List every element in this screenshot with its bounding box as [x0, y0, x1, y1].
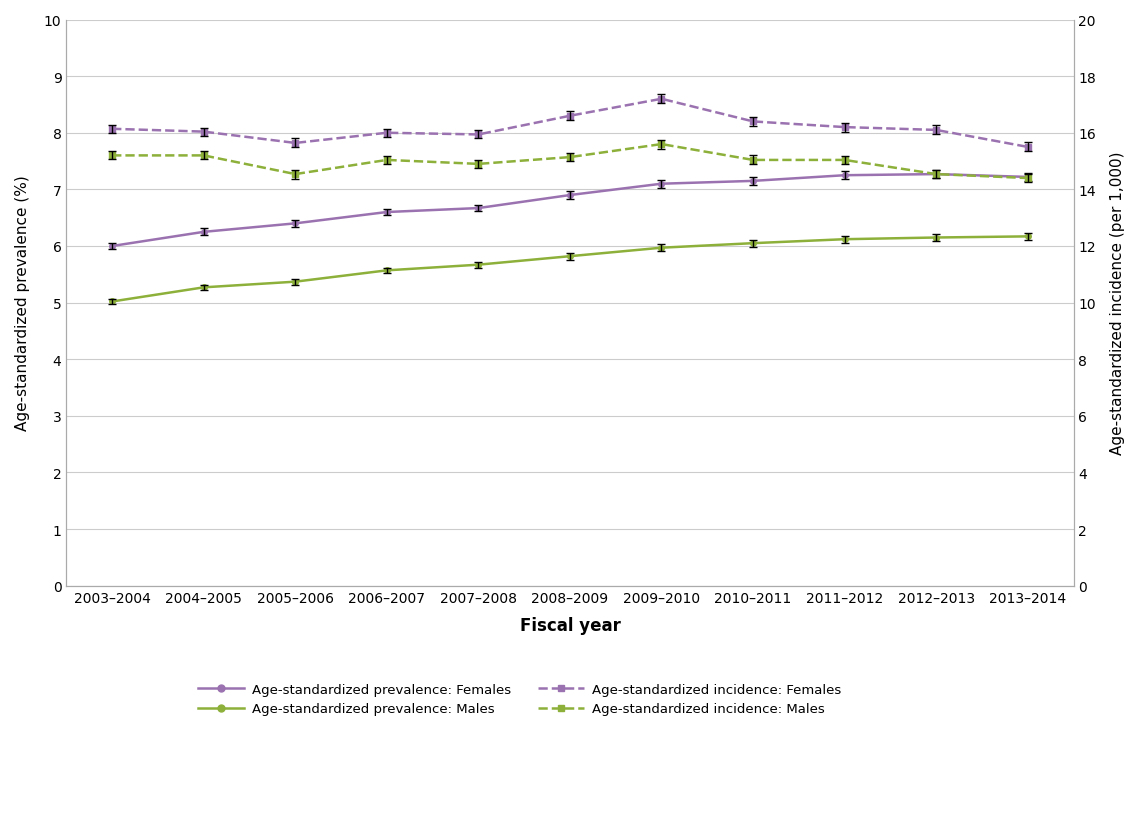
- Legend: Age-standardized prevalence: Females, Age-standardized prevalence: Males, Age-st: Age-standardized prevalence: Females, Ag…: [193, 677, 846, 721]
- Y-axis label: Age-standardized incidence (per 1,000): Age-standardized incidence (per 1,000): [1110, 152, 1125, 455]
- Y-axis label: Age-standardized prevalence (%): Age-standardized prevalence (%): [15, 175, 30, 431]
- X-axis label: Fiscal year: Fiscal year: [520, 616, 620, 634]
